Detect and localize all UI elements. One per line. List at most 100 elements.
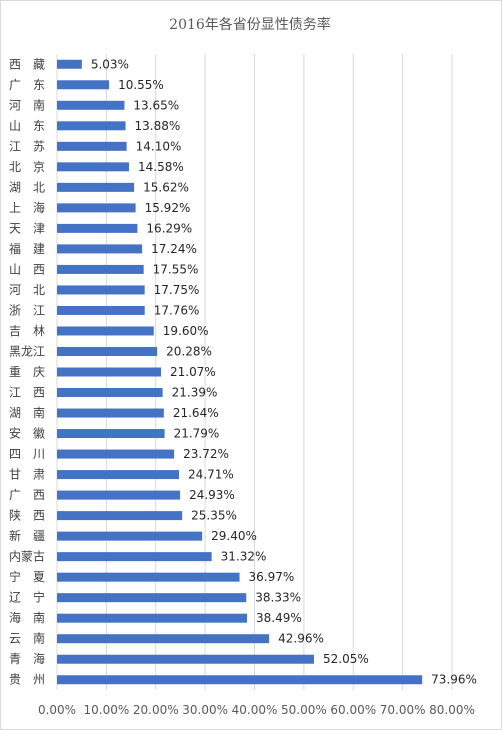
category-label: 海 南 bbox=[9, 610, 45, 625]
bar bbox=[57, 675, 423, 685]
x-tick-label: 0.00% bbox=[38, 703, 76, 717]
value-label: 17.55% bbox=[153, 262, 199, 276]
category-label: 江 西 bbox=[9, 386, 45, 400]
category-label: 山 东 bbox=[9, 119, 45, 133]
bar bbox=[57, 223, 138, 233]
bar bbox=[57, 305, 145, 315]
value-label: 13.65% bbox=[133, 98, 179, 112]
value-label: 24.71% bbox=[188, 468, 234, 482]
bar bbox=[57, 346, 158, 356]
value-label: 21.64% bbox=[173, 406, 219, 420]
value-label: 21.07% bbox=[170, 365, 216, 379]
bar bbox=[57, 408, 164, 418]
category-label: 吉 林 bbox=[9, 324, 45, 338]
value-label: 13.88% bbox=[135, 119, 181, 133]
category-label: 天 津 bbox=[9, 221, 45, 235]
x-tick-label: 30.00% bbox=[182, 703, 228, 717]
category-label: 新 疆 bbox=[9, 528, 45, 543]
value-label: 38.33% bbox=[255, 591, 301, 605]
bar bbox=[57, 470, 180, 480]
category-label: 上 海 bbox=[9, 200, 45, 215]
value-label: 16.29% bbox=[146, 221, 192, 235]
category-label: 云 南 bbox=[9, 631, 45, 646]
bar bbox=[57, 429, 165, 439]
bar bbox=[57, 141, 127, 151]
value-label: 17.24% bbox=[151, 242, 197, 256]
value-label: 38.49% bbox=[256, 611, 302, 625]
category-label: 内蒙古 bbox=[9, 549, 45, 564]
bar bbox=[57, 593, 247, 603]
value-label: 5.03% bbox=[91, 57, 129, 71]
category-label: 甘 肃 bbox=[9, 468, 45, 482]
category-label: 福 建 bbox=[9, 241, 45, 256]
bar bbox=[57, 654, 314, 664]
category-label: 湖 南 bbox=[9, 405, 45, 420]
category-label: 河 南 bbox=[9, 97, 45, 112]
category-label: 河 北 bbox=[9, 283, 45, 297]
x-axis-tick-labels: 0.00% 10.00% 20.00% 30.00% 40.00% 50.00% 60.00… bbox=[38, 703, 475, 717]
bar bbox=[57, 634, 270, 644]
x-tick-label: 70.00% bbox=[380, 703, 426, 717]
value-label: 19.60% bbox=[163, 324, 209, 338]
bar bbox=[57, 572, 240, 582]
value-label: 42.96% bbox=[278, 632, 324, 646]
value-label: 31.32% bbox=[221, 550, 267, 564]
value-label: 15.92% bbox=[145, 201, 191, 215]
bar bbox=[57, 531, 203, 541]
bar bbox=[57, 80, 110, 90]
bar bbox=[57, 285, 145, 295]
category-label: 陕 西 bbox=[9, 508, 45, 523]
value-label: 21.39% bbox=[172, 386, 218, 400]
x-tick-label: 80.00% bbox=[429, 703, 475, 717]
bar bbox=[57, 490, 181, 500]
bar bbox=[57, 388, 163, 398]
value-label: 14.10% bbox=[136, 139, 182, 153]
bar bbox=[57, 162, 129, 172]
category-label: 山 西 bbox=[9, 262, 45, 276]
bar bbox=[57, 100, 125, 110]
value-label: 10.55% bbox=[118, 78, 164, 92]
value-label: 21.79% bbox=[174, 427, 220, 441]
category-labels: 西 藏广 东河 南山 东江 苏北 京湖 北上 海天 津福 建山 西河 北浙 江吉… bbox=[9, 57, 45, 686]
bar bbox=[57, 264, 144, 274]
category-label: 广 西 bbox=[9, 488, 45, 502]
value-label: 23.72% bbox=[183, 447, 229, 461]
category-label: 青 海 bbox=[9, 651, 45, 666]
value-label: 36.97% bbox=[249, 570, 295, 584]
bar bbox=[57, 121, 126, 131]
bar bbox=[57, 449, 175, 459]
category-label: 宁 夏 bbox=[9, 569, 45, 584]
category-label: 广 东 bbox=[9, 78, 45, 92]
category-label: 北 京 bbox=[9, 160, 45, 174]
category-label: 安 徽 bbox=[9, 426, 45, 441]
bar bbox=[57, 182, 135, 192]
value-label: 29.40% bbox=[211, 529, 257, 543]
x-tick-label: 10.00% bbox=[83, 703, 129, 717]
chart-title: 2016年各省份显性债务率 bbox=[169, 17, 331, 33]
bars bbox=[57, 59, 423, 685]
value-label: 17.76% bbox=[154, 303, 200, 317]
x-tick-label: 20.00% bbox=[133, 703, 179, 717]
bar bbox=[57, 203, 136, 213]
value-label: 24.93% bbox=[189, 488, 235, 502]
category-label: 重 庆 bbox=[9, 365, 45, 379]
value-label: 14.58% bbox=[138, 160, 184, 174]
bar bbox=[57, 244, 143, 254]
bar bbox=[57, 59, 82, 69]
category-label: 黑龙江 bbox=[9, 344, 45, 358]
bar bbox=[57, 552, 212, 562]
value-label: 17.75% bbox=[154, 283, 200, 297]
category-label: 辽 宁 bbox=[9, 590, 45, 605]
bar bbox=[57, 367, 162, 377]
x-tick-label: 60.00% bbox=[330, 703, 376, 717]
value-label: 52.05% bbox=[323, 652, 369, 666]
category-label: 湖 北 bbox=[9, 179, 45, 194]
bar bbox=[57, 613, 248, 623]
x-tick-label: 50.00% bbox=[281, 703, 327, 717]
value-label: 20.28% bbox=[166, 344, 212, 358]
value-label: 15.62% bbox=[143, 180, 189, 194]
bar bbox=[57, 511, 183, 521]
x-tick-label: 40.00% bbox=[232, 703, 278, 717]
category-label: 西 藏 bbox=[9, 57, 45, 71]
